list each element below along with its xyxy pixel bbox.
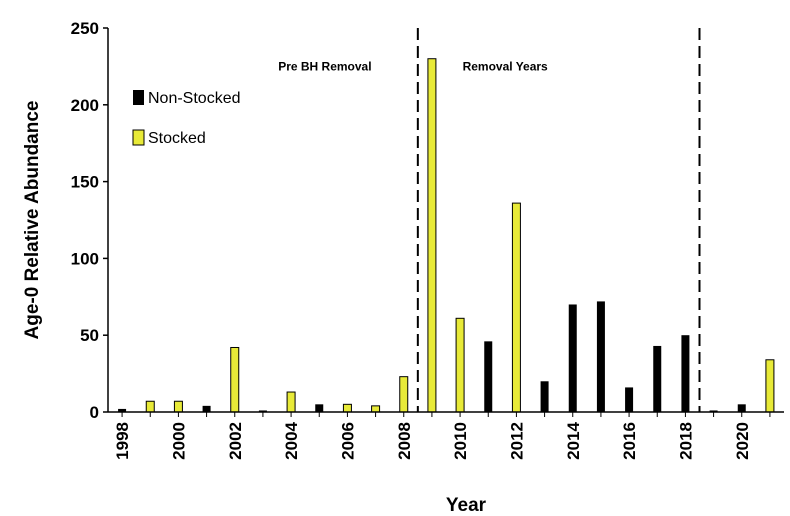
x-tick-label-2006: 2006 [338,422,357,460]
annotation-1: Pre BH Removal [278,59,371,73]
y-tick-label-250: 250 [71,19,99,38]
non-stocked-bar-2011 [484,341,493,412]
x-tick-label-2010: 2010 [451,422,470,460]
stocked-bar-2000 [173,400,183,413]
bars-layer [118,58,775,413]
stocked-bar-2012 [511,202,521,413]
non-stocked-bar-2015 [596,301,605,412]
y-tick-label-200: 200 [71,96,99,115]
x-tick-label-2014: 2014 [564,421,583,459]
stocked-bar-2010 [455,317,465,413]
non-stocked-bar-2016 [625,387,634,412]
y-axis-title: Age-0 Relative Abundance [22,101,43,340]
stocked-bar-2004 [286,391,296,413]
stocked-bar-1999 [145,400,155,413]
non-stocked-bar-2005 [315,404,324,412]
non-stocked-bar-2017 [653,345,662,412]
x-tick-label-2004: 2004 [282,421,301,459]
x-tick-label-2016: 2016 [620,422,639,460]
non-stocked-bar-2003 [258,410,267,412]
stocked-bar-2009 [427,58,437,413]
non-stocked-bar-2018 [681,335,690,412]
x-tick-label-2002: 2002 [226,422,245,460]
non-stocked-bar-1998 [118,408,127,412]
non-stocked-bar-2020 [737,404,746,412]
non-stocked-bar-2001 [202,405,211,412]
y-tick-label-100: 100 [71,249,99,268]
dividers-layer [416,28,701,412]
y-tick-label-150: 150 [71,173,99,192]
x-tick-label-1998: 1998 [113,422,132,460]
annotations-layer: Pre BH Removal Removal Years [278,59,548,73]
stocked-bar-2008 [399,376,409,413]
legend-label-non-stocked: Non-Stocked [148,90,241,107]
x-tick-label-2012: 2012 [507,422,526,460]
legend-label-stocked: Stocked [148,130,206,147]
legend-swatch-stocked [132,129,145,146]
legend: Non-Stocked Stocked [132,90,241,147]
x-tick-label-2008: 2008 [395,422,414,460]
x-tick-label-2018: 2018 [676,422,695,460]
y-tick-label-0: 0 [90,403,99,422]
annotation-2: Removal Years [463,59,548,73]
legend-swatch-non-stocked [133,90,144,105]
stocked-bar-2021 [765,359,775,413]
x-tick-label-2020: 2020 [733,422,752,460]
tick-labels-layer: 0 50 100 150 200 250 1998 2000 2002 2004 2006 2008 2… [71,19,771,460]
stocked-bar-2007 [371,405,381,413]
non-stocked-bar-2013 [540,381,549,412]
y-tick-label-50: 50 [80,326,99,345]
x-tick-label-2000: 2000 [169,422,188,460]
x-axis-title: Year [446,495,487,516]
non-stocked-bar-2014 [568,304,577,412]
stocked-bar-2002 [230,346,240,413]
axes-layer [107,28,784,413]
non-stocked-bar-2019 [709,410,718,412]
stocked-bar-2006 [342,403,352,413]
